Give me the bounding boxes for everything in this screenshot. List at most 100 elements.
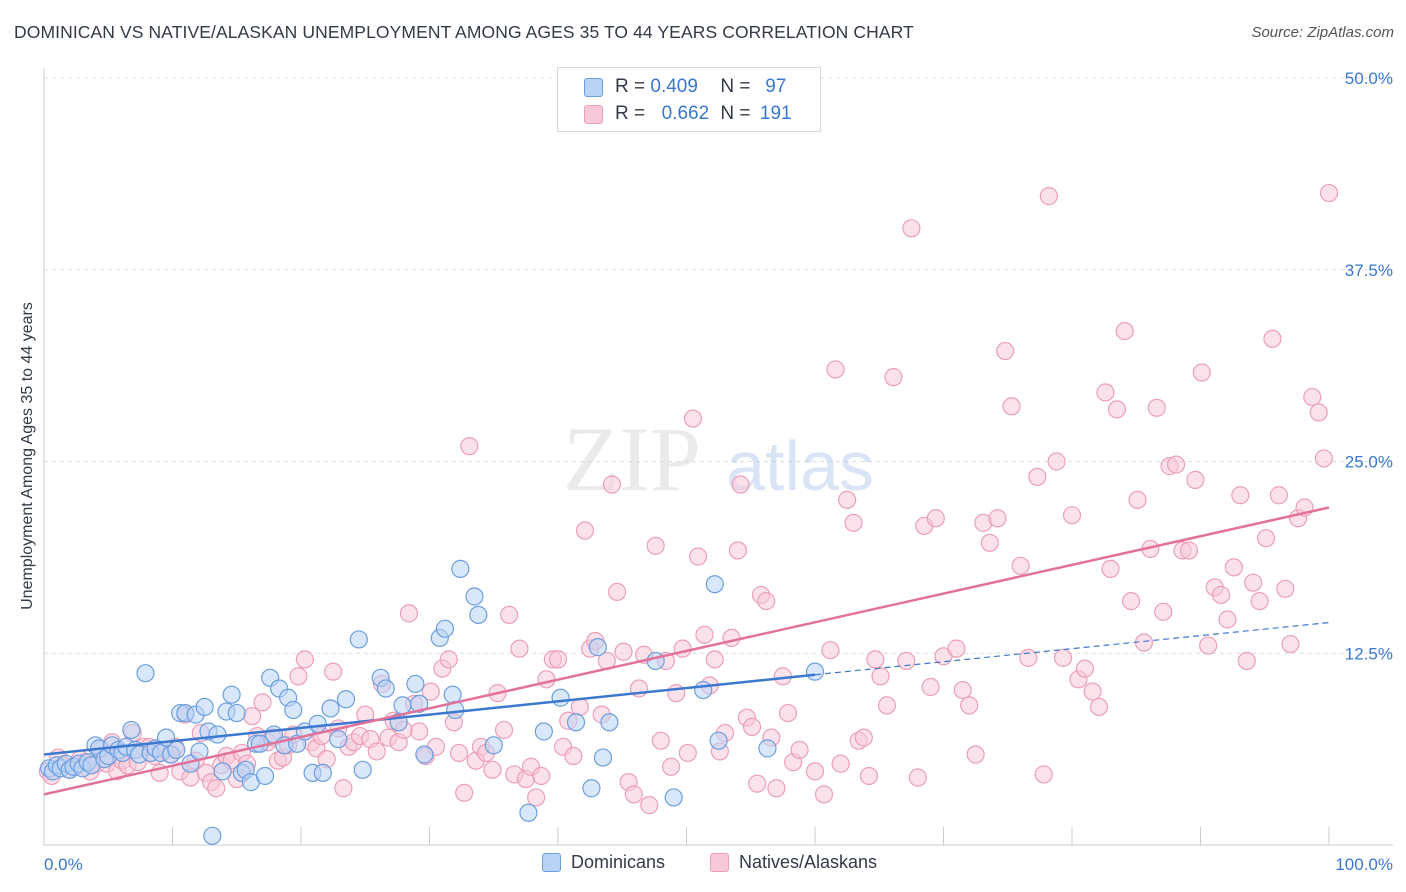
native-alaskan-point	[1128, 490, 1147, 509]
native-alaskan-point	[1089, 697, 1109, 717]
dominican-trendline-extension	[814, 621, 1330, 676]
dominican-point	[284, 700, 303, 720]
native-alaskan-point	[947, 639, 966, 658]
dominican-point	[588, 638, 607, 657]
native-alaskan-point	[1250, 591, 1269, 611]
native-alaskan-point	[1218, 610, 1237, 629]
native-alaskan-point	[646, 536, 665, 555]
native-alaskan-point	[253, 693, 272, 712]
native-alaskan-point	[866, 650, 885, 669]
dominican-point	[758, 739, 777, 758]
native-alaskan-point	[742, 717, 762, 736]
native-alaskan-point	[532, 766, 551, 786]
legend-n-label: N =	[720, 103, 751, 124]
native-alaskan-point	[537, 670, 556, 689]
native-alaskan-point	[570, 697, 589, 717]
native-alaskan-point	[902, 219, 921, 238]
legend-n-label: N =	[720, 76, 751, 97]
native-alaskan-point	[953, 680, 972, 700]
native-alaskan-point	[1269, 486, 1288, 505]
dominican-point	[600, 713, 619, 732]
dominican-point	[435, 619, 455, 638]
series-legend: Dominicans Natives/Alaskans	[0, 852, 1406, 876]
dominican-point	[255, 766, 275, 786]
dominican-point	[336, 690, 356, 709]
dominican-point	[805, 662, 825, 681]
dominican-point	[415, 745, 434, 764]
dominican-point	[646, 651, 665, 671]
native-alaskan-point	[614, 642, 633, 661]
dominican-point	[519, 803, 538, 822]
dominican-point	[410, 694, 429, 713]
dominican-point	[705, 575, 724, 594]
legend-item-dominicans[interactable]: Dominicans	[542, 852, 665, 873]
y-tick-label: 37.5%	[1345, 261, 1393, 280]
legend-label-natives: Natives/Alaskans	[739, 852, 878, 872]
native-alaskan-point	[449, 743, 469, 763]
native-alaskan-point	[207, 779, 226, 798]
native-alaskan-point	[705, 650, 724, 669]
native-alaskan-point	[821, 641, 840, 660]
dominican-point	[208, 725, 227, 744]
y-tick-label: 50.0%	[1345, 69, 1393, 88]
dominican-trendline	[43, 673, 816, 756]
dominican-point	[664, 788, 683, 807]
legend-swatch-blue	[584, 77, 603, 97]
legend-label-dominicans: Dominicans	[571, 852, 666, 872]
native-alaskan-point	[1237, 651, 1256, 671]
native-alaskan-point	[367, 742, 386, 761]
native-alaskan-point	[908, 768, 927, 787]
native-alaskan-point	[1154, 602, 1173, 621]
native-alaskan-point	[289, 667, 308, 686]
native-alaskan-point	[1263, 329, 1282, 348]
native-alaskan-point	[1281, 634, 1300, 654]
native-alaskan-point	[1107, 400, 1127, 419]
native-alaskan-point	[1083, 682, 1102, 701]
native-alaskan-point	[1211, 585, 1231, 605]
dominican-point	[393, 696, 412, 715]
legend-r-value: 0.662	[661, 103, 710, 124]
native-alaskan-point	[1256, 529, 1276, 548]
tick-labels: 12.5% 25.0% 37.5% 50.0% 0.0% 100.0%	[44, 69, 1393, 874]
native-alaskan-point	[1231, 486, 1250, 505]
axes	[43, 68, 1393, 846]
native-alaskan-point	[295, 650, 314, 669]
dominican-point	[308, 714, 327, 733]
dominican-point	[136, 664, 155, 683]
native-alaskan-point	[757, 591, 776, 611]
native-alaskan-point	[844, 513, 863, 532]
native-alaskan-point	[527, 788, 546, 807]
native-alaskan-point	[1101, 559, 1120, 578]
native-alaskan-point	[926, 509, 945, 528]
native-alaskan-point	[748, 774, 767, 793]
native-alaskan-trendline	[43, 506, 1330, 796]
native-alaskan-point	[1314, 449, 1333, 468]
native-alaskan-point	[960, 696, 979, 715]
native-alaskan-point	[661, 757, 681, 776]
native-alaskan-point	[1047, 452, 1066, 471]
native-alaskan-point	[673, 639, 692, 658]
native-alaskan-point	[966, 745, 985, 764]
legend-r-label: R =	[615, 103, 646, 124]
native-alaskan-point	[877, 696, 897, 715]
dominican-point	[353, 760, 372, 779]
chart-title: DOMINICAN VS NATIVE/ALASKAN UNEMPLOYMENT…	[14, 22, 914, 42]
legend-item-natives[interactable]: Natives/Alaskans	[710, 852, 877, 873]
native-alaskan-point	[790, 740, 809, 759]
native-alaskan-point	[439, 650, 458, 669]
dominican-point	[593, 748, 613, 767]
y-tick-label: 12.5%	[1345, 644, 1393, 663]
dominican-point	[469, 605, 488, 625]
dominican-point	[329, 730, 348, 749]
dominican-point	[451, 559, 470, 578]
dominican-point	[313, 763, 332, 783]
legend-r-label: R =	[615, 76, 646, 97]
legend-row-dominicans: R = 0.409 N = 97	[584, 75, 796, 99]
native-alaskan-point	[564, 746, 583, 766]
native-alaskan-point	[854, 728, 873, 747]
native-alaskan-point	[1011, 556, 1030, 575]
native-alaskan-point	[500, 605, 519, 625]
native-alaskan-point	[399, 604, 419, 623]
native-alaskan-point	[728, 541, 748, 560]
dominican-point	[376, 679, 395, 698]
